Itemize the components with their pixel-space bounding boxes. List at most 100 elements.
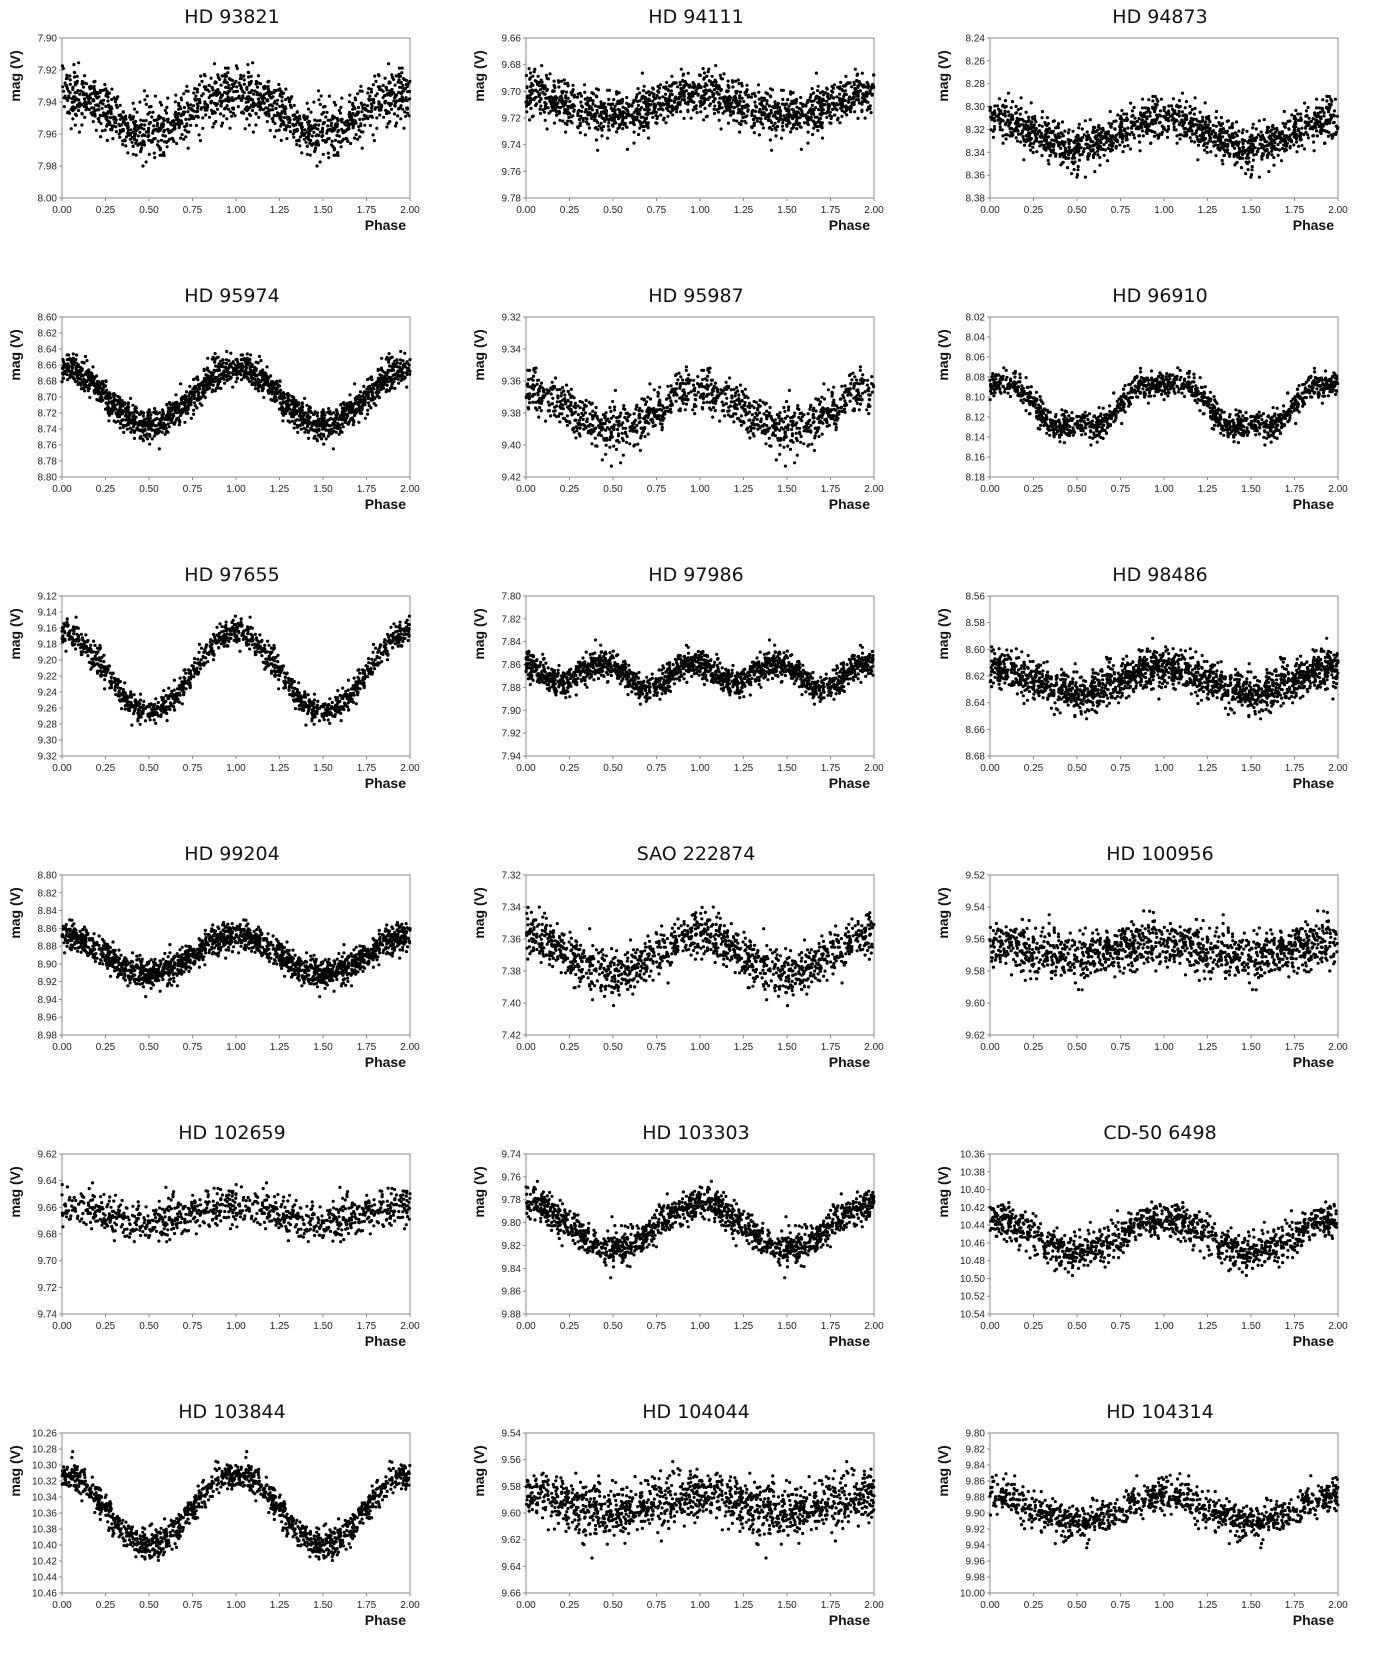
data-point: [758, 133, 761, 136]
data-point: [375, 127, 378, 130]
y-tick-label: 8.80: [38, 473, 58, 484]
data-point: [853, 110, 856, 113]
data-point: [1238, 147, 1241, 150]
data-point: [737, 82, 740, 85]
data-point: [394, 84, 397, 87]
data-point: [830, 94, 833, 97]
data-point: [1046, 116, 1049, 119]
data-point: [1066, 166, 1069, 169]
data-point: [621, 127, 624, 130]
x-tick-label: 1.75: [1285, 205, 1305, 216]
data-point: [78, 131, 81, 134]
data-point: [675, 110, 678, 113]
data-point: [841, 89, 844, 92]
data-point: [280, 139, 283, 142]
data-point: [251, 109, 254, 112]
data-point: [235, 85, 238, 88]
data-point: [852, 97, 855, 100]
data-point: [854, 68, 857, 71]
data-point: [85, 93, 88, 96]
data-point: [370, 107, 373, 110]
y-tick-label: 9.76: [502, 167, 522, 178]
data-point: [544, 119, 547, 122]
data-point: [337, 129, 340, 132]
data-point: [1107, 147, 1110, 150]
data-point: [757, 83, 760, 86]
data-point: [1283, 110, 1286, 113]
data-point: [361, 107, 364, 110]
data-point: [1113, 136, 1116, 139]
data-point: [148, 111, 151, 114]
data-point: [388, 111, 391, 114]
data-point: [1061, 120, 1064, 123]
data-point: [1216, 136, 1219, 139]
data-point: [661, 108, 664, 111]
x-tick-label: 2.00: [400, 205, 420, 216]
data-point: [188, 385, 191, 388]
data-point: [195, 110, 198, 113]
data-point: [1184, 106, 1187, 109]
data-point: [1278, 131, 1281, 134]
data-point: [221, 74, 224, 77]
data-point: [595, 94, 598, 97]
data-point: [1303, 102, 1306, 105]
data-point: [315, 134, 318, 137]
data-point: [327, 152, 330, 155]
x-tick-label: 0.75: [183, 205, 203, 216]
data-point: [1252, 144, 1255, 147]
data-point: [687, 100, 690, 103]
data-point: [239, 77, 242, 80]
data-point: [372, 83, 375, 86]
data-point: [307, 108, 310, 111]
data-point: [590, 113, 593, 116]
data-point: [1199, 134, 1202, 137]
data-point: [872, 74, 875, 77]
data-point: [114, 116, 117, 119]
data-point: [392, 78, 395, 81]
data-point: [1057, 126, 1060, 129]
data-point: [765, 102, 768, 105]
data-point: [246, 63, 249, 66]
data-point: [257, 74, 260, 77]
data-point: [637, 133, 640, 136]
data-point: [208, 116, 211, 119]
data-point: [662, 103, 665, 106]
data-point: [242, 74, 245, 77]
data-point: [239, 74, 242, 77]
data-point: [241, 110, 244, 113]
data-point: [1020, 96, 1023, 99]
data-point: [844, 75, 847, 78]
data-point: [384, 109, 387, 112]
data-point: [1245, 130, 1248, 133]
data-point: [1181, 92, 1184, 95]
data-point: [1120, 120, 1123, 123]
data-point: [154, 95, 157, 98]
data-point: [1073, 168, 1076, 171]
data-point: [1051, 145, 1054, 148]
data-point: [356, 138, 359, 141]
data-point: [187, 147, 190, 150]
data-point: [313, 119, 316, 122]
data-point: [267, 88, 270, 91]
data-point: [613, 119, 616, 122]
data-point: [218, 78, 221, 81]
x-tick-label: 0.50: [139, 205, 159, 216]
data-point: [406, 106, 409, 109]
data-point: [95, 129, 98, 132]
data-point: [1141, 129, 1144, 132]
data-point: [1307, 117, 1310, 120]
data-point: [596, 111, 599, 114]
data-point: [1031, 146, 1034, 149]
data-point: [1208, 132, 1211, 135]
data-point: [1123, 127, 1126, 130]
data-point: [281, 104, 284, 107]
data-point: [162, 117, 165, 120]
data-point: [72, 63, 75, 66]
data-point: [1008, 123, 1011, 126]
data-point: [756, 120, 759, 123]
x-tick-label: 0.00: [52, 205, 72, 216]
data-point: [682, 117, 685, 120]
data-point: [1089, 118, 1092, 121]
x-tick-label: 1.25: [270, 484, 290, 495]
data-point: [194, 115, 197, 118]
